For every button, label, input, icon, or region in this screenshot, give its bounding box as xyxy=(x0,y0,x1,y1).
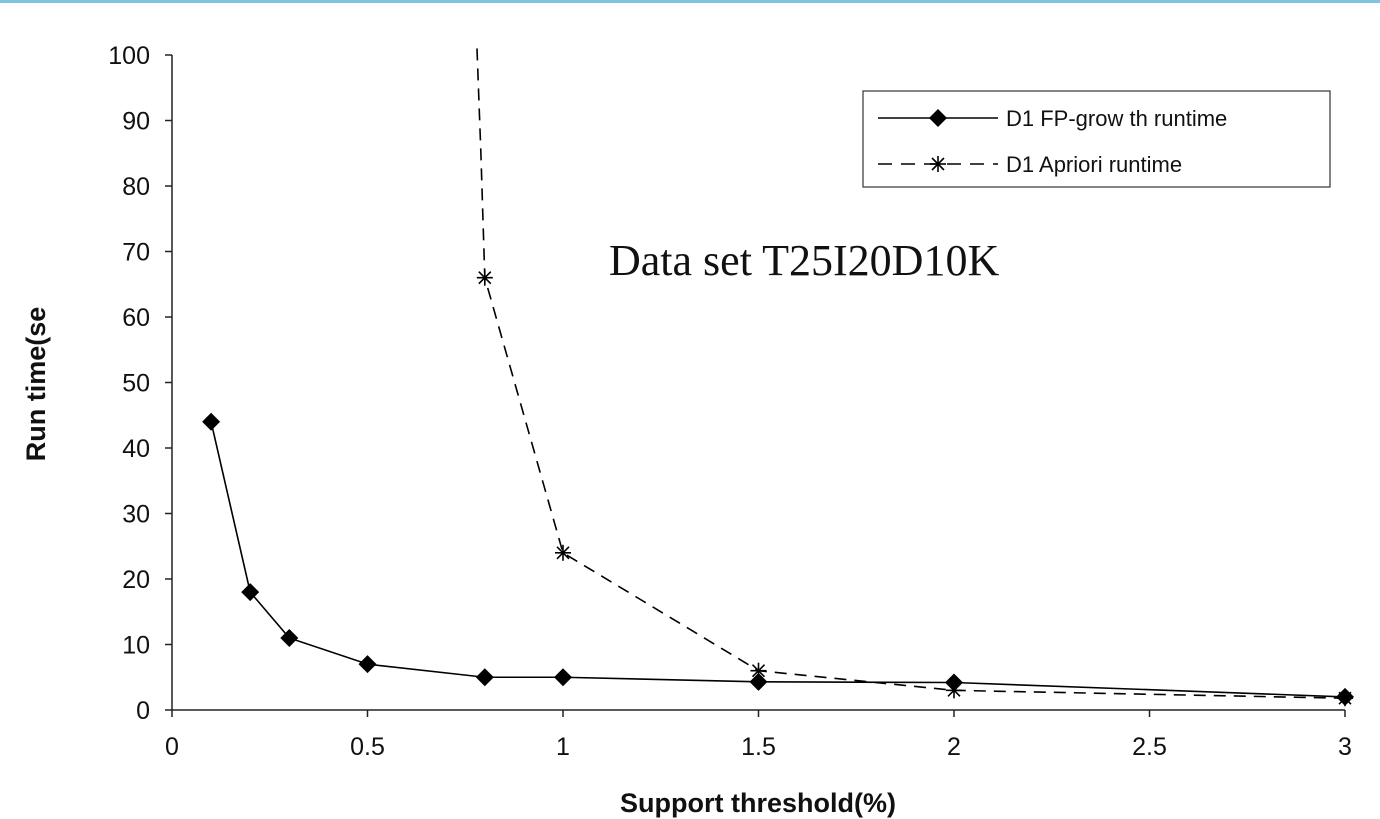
legend-item-apriori: D1 Apriori runtime xyxy=(878,152,1182,177)
data-point xyxy=(475,668,494,687)
y-tick-label: 80 xyxy=(122,173,150,201)
data-point xyxy=(749,672,768,691)
x-ticks: 0 0.5 1 1.5 2 2.5 3 xyxy=(165,710,1352,761)
legend-item-fp-growth: D1 FP-grow th runtime xyxy=(878,106,1227,131)
data-point xyxy=(280,628,299,647)
x-tick-label: 1 xyxy=(556,733,570,761)
x-tick-label: 0 xyxy=(165,733,179,761)
y-tick-label: 50 xyxy=(122,370,150,398)
legend-label-apriori: D1 Apriori runtime xyxy=(1006,152,1182,177)
x-tick-label: 0.5 xyxy=(350,733,385,761)
x-tick-label: 3 xyxy=(1338,733,1352,761)
data-point xyxy=(1337,690,1353,707)
data-point xyxy=(750,662,767,679)
series-fp-growth xyxy=(202,412,1354,706)
y-tick-label: 30 xyxy=(122,501,150,529)
legend-marker-apriori xyxy=(930,156,946,172)
legend-box xyxy=(862,90,1331,188)
data-point xyxy=(946,682,962,699)
top-divider xyxy=(0,0,1380,3)
x-tick-label: 1.5 xyxy=(741,733,776,761)
y-tick-label: 20 xyxy=(122,566,150,594)
series-layer xyxy=(202,48,1354,707)
y-tick-label: 60 xyxy=(122,304,150,332)
data-point xyxy=(241,583,260,602)
legend-marker-fp-growth xyxy=(929,109,947,127)
y-ticks: 0 10 20 30 40 50 60 70 80 90 100 xyxy=(108,42,172,725)
data-point xyxy=(554,668,572,687)
y-tick-label: 0 xyxy=(136,697,150,725)
y-tick-label: 70 xyxy=(122,239,150,267)
y-tick-label: 100 xyxy=(108,42,150,70)
dataset-annotation: Data set T25I20D10K xyxy=(609,236,999,285)
data-point xyxy=(555,544,571,561)
y-tick-label: 90 xyxy=(122,108,150,136)
data-point xyxy=(476,269,493,286)
x-tick-label: 2 xyxy=(947,733,961,761)
x-tick-label: 2.5 xyxy=(1132,733,1167,761)
data-point xyxy=(358,655,377,674)
series-line xyxy=(210,421,1346,698)
y-tick-label: 10 xyxy=(122,632,150,660)
series-apriori xyxy=(476,48,1353,707)
x-axis-title: Support threshold(%) xyxy=(620,788,896,818)
legend: D1 FP-grow th runtime D1 Apriori runtime xyxy=(862,90,1331,188)
legend-label-fp-growth: D1 FP-grow th runtime xyxy=(1006,106,1227,131)
data-point xyxy=(202,412,221,431)
y-axis-title: Run time(se xyxy=(21,307,51,462)
y-tick-label: 40 xyxy=(122,435,150,463)
